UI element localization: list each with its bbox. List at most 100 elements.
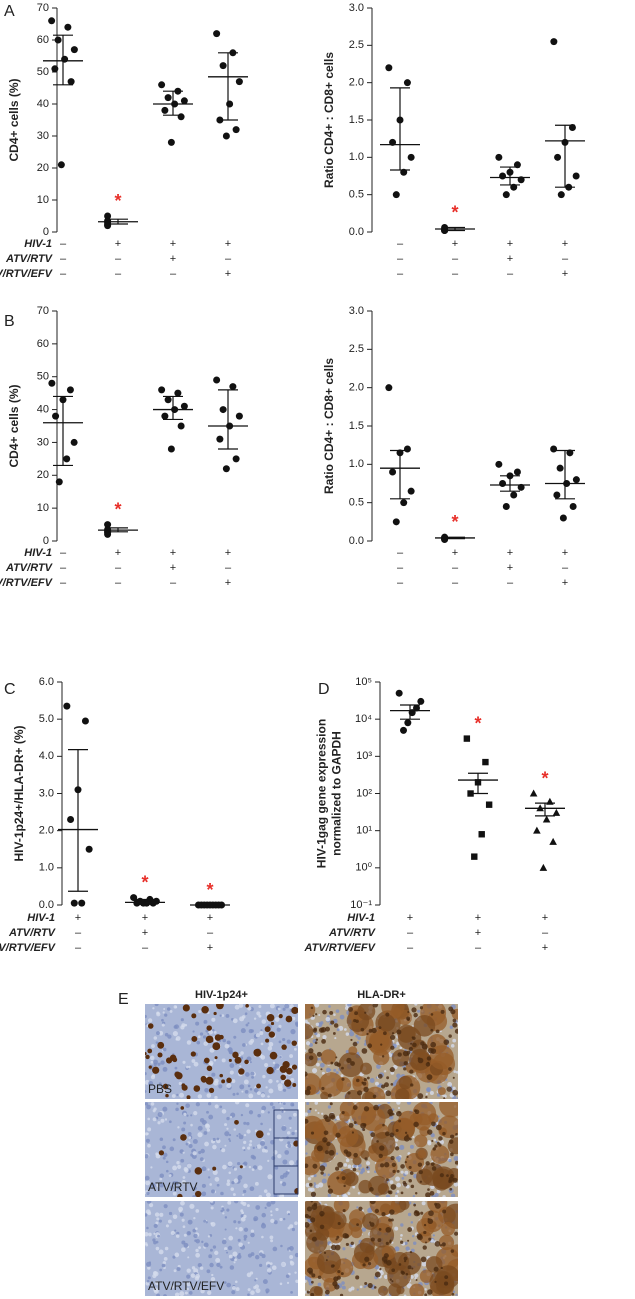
cell: [413, 1241, 417, 1245]
treatment-sign: +: [542, 942, 548, 954]
cell: [287, 1212, 290, 1216]
cell: [175, 1107, 179, 1112]
stain: [430, 1121, 436, 1127]
stain: [409, 1251, 413, 1254]
treatment-sign: +: [507, 547, 513, 559]
cell: [358, 1167, 361, 1171]
significance: *: [114, 191, 121, 211]
treatment-sign: +: [507, 253, 513, 265]
stain: [305, 1115, 324, 1140]
cell: [185, 1142, 189, 1146]
y-axis-label: Ratio CD4+ : CD8+ cells: [322, 358, 336, 494]
cell: [159, 1173, 165, 1178]
cell: [207, 1176, 211, 1179]
stain: [347, 1091, 351, 1095]
stain: [367, 1043, 373, 1049]
cell: [452, 1038, 457, 1043]
point: [222, 132, 230, 140]
point: [385, 384, 393, 392]
texture: [305, 1102, 458, 1197]
cell: [247, 1084, 251, 1088]
cell: [172, 1165, 178, 1171]
stain: [389, 1209, 395, 1215]
cell: [209, 1262, 214, 1268]
cell: [288, 1116, 292, 1120]
stain: [441, 1242, 446, 1247]
stain: [284, 1079, 292, 1087]
stain: [336, 1235, 340, 1239]
cell: [165, 1169, 169, 1173]
treatment-sign: +: [542, 912, 548, 924]
y-tick-label: 70: [37, 305, 49, 317]
stain: [329, 1102, 333, 1106]
cell: [336, 1195, 340, 1197]
stain: [381, 1212, 386, 1217]
stain: [385, 1241, 389, 1245]
cell: [181, 1247, 186, 1253]
cell: [247, 1293, 250, 1296]
stain: [345, 1151, 352, 1158]
cell: [209, 1248, 213, 1252]
cell: [456, 1165, 458, 1169]
stain: [383, 1259, 388, 1264]
stain: [389, 1278, 392, 1281]
point: [403, 79, 411, 87]
point: [413, 704, 420, 712]
cell: [307, 1109, 311, 1114]
stain: [377, 1073, 383, 1079]
stain: [444, 1281, 449, 1286]
treatment-sign: –: [115, 268, 122, 280]
stain: [353, 1152, 358, 1158]
cell: [261, 1148, 266, 1153]
stain: [430, 1013, 434, 1016]
stain: [282, 1061, 290, 1069]
stain: [305, 1213, 310, 1219]
cell: [226, 1040, 231, 1045]
cell: [193, 1186, 197, 1190]
cell: [305, 1112, 308, 1117]
stain: [425, 1062, 431, 1067]
stain: [312, 1014, 315, 1018]
treatment-sign: +: [475, 912, 481, 924]
point: [164, 94, 172, 102]
stain: [315, 1213, 334, 1231]
point: [559, 514, 567, 522]
cell: [269, 1004, 275, 1009]
y-tick-label: 0: [43, 226, 49, 238]
stain: [193, 1085, 201, 1092]
treatment-sign: –: [507, 577, 514, 589]
cell: [274, 1017, 280, 1022]
cell: [154, 1280, 160, 1286]
cell: [243, 1140, 247, 1145]
cell: [242, 1043, 246, 1047]
cell: [350, 1286, 355, 1291]
cell: [145, 1153, 149, 1159]
cell: [231, 1290, 236, 1295]
cell: [226, 1182, 231, 1187]
cell: [256, 1011, 261, 1016]
point: [485, 801, 493, 808]
stain: [437, 1087, 446, 1096]
cell: [258, 1004, 262, 1008]
cell: [223, 1237, 226, 1241]
cell: [174, 1181, 179, 1185]
stain: [369, 1187, 374, 1192]
stain: [398, 1201, 410, 1211]
cell: [275, 1207, 279, 1212]
cell: [289, 1255, 294, 1259]
point: [177, 113, 185, 121]
stain: [349, 1209, 366, 1226]
treatment-sign: –: [142, 942, 149, 954]
stain: [352, 1156, 362, 1166]
cell: [222, 1212, 225, 1215]
stain: [363, 1077, 367, 1082]
cell: [367, 1170, 370, 1174]
treatment-sign: –: [452, 562, 459, 574]
cell: [263, 1189, 268, 1193]
stain: [355, 1019, 359, 1023]
cell: [244, 1012, 248, 1015]
cell: [242, 1193, 245, 1196]
cell: [290, 1102, 295, 1107]
stain: [435, 1029, 440, 1034]
treatment-sign: –: [115, 577, 122, 589]
